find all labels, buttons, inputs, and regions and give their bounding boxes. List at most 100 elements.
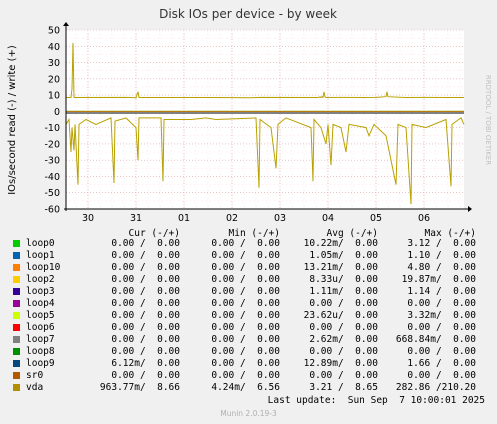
legend-cur: 963.77m/ 8.66 xyxy=(99,382,180,393)
legend-max: 668.84m/ 0.00 xyxy=(395,334,476,345)
legend-max: 0.00 / 0.00 xyxy=(407,370,476,381)
side-label: RRDTOOL / TOBI OETIKER xyxy=(484,75,492,165)
x-tick-label: 30 xyxy=(82,213,94,224)
legend-min: 0.00 / 0.00 xyxy=(211,262,280,273)
legend-min: 0.00 / 0.00 xyxy=(211,346,280,357)
legend-min: 0.00 / 0.00 xyxy=(211,322,280,333)
legend-swatch xyxy=(13,348,20,355)
legend-avg: 1.11m/ 0.00 xyxy=(309,286,378,297)
chart-title: Disk IOs per device - by week xyxy=(159,7,337,21)
legend-row-loop0: loop0 0.00 / 0.00 0.00 / 0.00 10.22m/ 0.00 3… xyxy=(0,238,497,250)
legend-swatch xyxy=(13,276,20,283)
legend-name: loop4 xyxy=(26,298,55,309)
y-tick-label: 40 xyxy=(48,42,60,53)
legend-row-loop2: loop2 0.00 / 0.00 0.00 / 0.00 8.33u/ 0.00 19… xyxy=(0,274,497,286)
legend-cur: 0.00 / 0.00 xyxy=(111,250,180,261)
legend-name: loop2 xyxy=(26,274,55,285)
footer-version: Munin 2.0.19-3 xyxy=(220,409,277,418)
legend-min: 0.00 / 0.00 xyxy=(211,238,280,249)
x-axis-arrow xyxy=(468,206,472,212)
legend-min: 0.00 / 0.00 xyxy=(211,250,280,261)
legend-avg: 0.00 / 0.00 xyxy=(309,346,378,357)
x-tick-label: 03 xyxy=(274,213,286,224)
legend-name: loop3 xyxy=(26,286,55,297)
legend-swatch xyxy=(13,360,20,367)
legend-max: 19.87m/ 0.00 xyxy=(401,274,476,285)
legend-cur: 0.00 / 0.00 xyxy=(111,262,180,273)
legend-max: 1.14 / 0.00 xyxy=(407,286,476,297)
legend-row-loop3: loop3 0.00 / 0.00 0.00 / 0.00 1.11m/ 0.00 1.… xyxy=(0,286,497,298)
legend-avg: 13.21m/ 0.00 xyxy=(303,262,378,273)
legend-max: 4.80 / 0.00 xyxy=(407,262,476,273)
legend-max: 3.12 / 0.00 xyxy=(407,238,476,249)
legend-avg: 10.22m/ 0.00 xyxy=(303,238,378,249)
legend-name: loop9 xyxy=(26,358,55,369)
legend-avg: 1.05m/ 0.00 xyxy=(309,250,378,261)
legend-header-avg: Avg (-/+) xyxy=(326,228,378,239)
legend-row-loop6: loop6 0.00 / 0.00 0.00 / 0.00 0.00 / 0.00 0.… xyxy=(0,322,497,334)
last-update: Last update: Sun Sep 7 10:00:01 2025 xyxy=(267,395,485,406)
legend-name: loop7 xyxy=(26,334,55,345)
legend-name: loop1 xyxy=(26,250,55,261)
legend-row-loop9: loop9 6.12m/ 0.00 0.00 / 0.00 12.89m/ 0.00 1… xyxy=(0,358,497,370)
legend-max: 1.10 / 0.00 xyxy=(407,250,476,261)
legend-swatch xyxy=(13,312,20,319)
legend-cur: 0.00 / 0.00 xyxy=(111,370,180,381)
legend-cur: 0.00 / 0.00 xyxy=(111,238,180,249)
legend-name: loop5 xyxy=(26,310,55,321)
legend-avg: 12.89m/ 0.00 xyxy=(303,358,378,369)
legend-avg: 2.62m/ 0.00 xyxy=(309,334,378,345)
legend-swatch xyxy=(13,300,20,307)
legend-min: 0.00 / 0.00 xyxy=(211,358,280,369)
y-tick-label: 10 xyxy=(48,91,60,102)
legend-header-cur: Cur (-/+) xyxy=(128,228,180,239)
legend-cur: 6.12m/ 0.00 xyxy=(111,358,180,369)
y-axis-label: IOs/second read (-) / write (+) xyxy=(7,45,18,195)
x-tick-labels: 30 31 01 02 03 04 05 06 xyxy=(82,213,430,224)
x-tick-label: 04 xyxy=(322,213,334,224)
legend-min: 0.00 / 0.00 xyxy=(211,370,280,381)
legend-min: 0.00 / 0.00 xyxy=(211,298,280,309)
legend-swatch xyxy=(13,372,20,379)
y-tick-label: 30 xyxy=(48,58,60,69)
y-tick-label: -10 xyxy=(44,123,60,134)
legend-cur: 0.00 / 0.00 xyxy=(111,346,180,357)
legend-name: sr0 xyxy=(26,370,44,381)
legend-max: 3.32m/ 0.00 xyxy=(407,310,476,321)
legend-avg: 23.62u/ 0.00 xyxy=(303,310,378,321)
plot-area xyxy=(66,30,464,209)
legend-cur: 0.00 / 0.00 xyxy=(111,286,180,297)
legend-avg: 0.00 / 0.00 xyxy=(309,322,378,333)
legend-name: loop0 xyxy=(26,238,55,249)
y-tick-labels: 50 40 30 20 10 0 -10 -20 -30 -40 -50 -60 xyxy=(44,26,60,216)
x-tick-label: 31 xyxy=(130,213,142,224)
legend-cur: 0.00 / 0.00 xyxy=(111,310,180,321)
legend-cur: 0.00 / 0.00 xyxy=(111,274,180,285)
legend-cur: 0.00 / 0.00 xyxy=(111,298,180,309)
legend-header-max: Max (-/+) xyxy=(424,228,476,239)
legend-avg: 8.33u/ 0.00 xyxy=(309,274,378,285)
y-tick-label: -40 xyxy=(44,172,60,183)
y-axis-arrow xyxy=(63,22,69,26)
y-tick-label: 0 xyxy=(54,107,60,118)
legend-avg: 0.00 / 0.00 xyxy=(309,298,378,309)
legend-min: 0.00 / 0.00 xyxy=(211,274,280,285)
x-tick-label: 01 xyxy=(178,213,190,224)
legend-min: 0.00 / 0.00 xyxy=(211,334,280,345)
legend-header-min: Min (-/+) xyxy=(228,228,280,239)
legend-max: 0.00 / 0.00 xyxy=(407,346,476,357)
chart: 50 40 30 20 10 0 -10 -20 -30 -40 -50 -60 30 31 01 02 03… xyxy=(7,7,492,224)
legend-row-sr0: sr0 0.00 / 0.00 0.00 / 0.00 0.00 / 0.00 0.00… xyxy=(0,370,497,382)
series-vda-read xyxy=(65,117,465,205)
legend-name: loop8 xyxy=(26,346,55,357)
x-tick-label: 06 xyxy=(418,213,430,224)
series-lines xyxy=(65,42,465,205)
legend-swatch xyxy=(13,384,20,391)
legend-name: vda xyxy=(26,382,44,393)
y-tick-label: 50 xyxy=(48,26,60,37)
legend-row-loop8: loop8 0.00 / 0.00 0.00 / 0.00 0.00 / 0.00 0.… xyxy=(0,346,497,358)
legend-row-loop10: loop10 0.00 / 0.00 0.00 / 0.00 13.21m/ 0.00… xyxy=(0,262,497,274)
grid xyxy=(66,29,464,210)
series-vda-write xyxy=(66,42,464,99)
legend-swatch xyxy=(13,252,20,259)
